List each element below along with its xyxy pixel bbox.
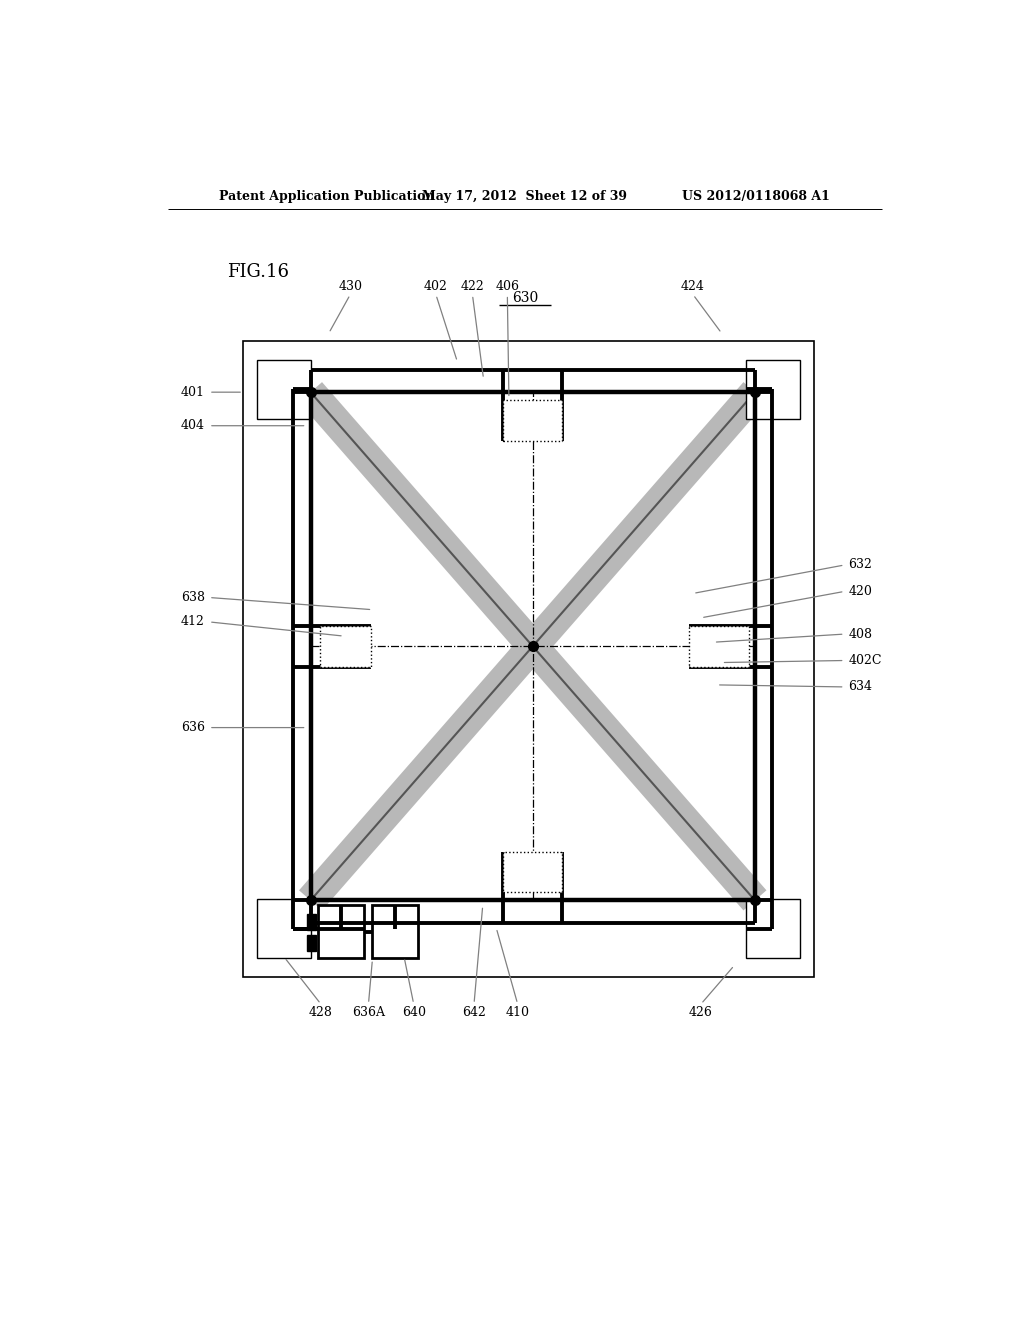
Text: 636: 636 [181,721,205,734]
Text: 424: 424 [681,280,705,293]
Bar [689,626,749,667]
Text: 638: 638 [181,591,205,605]
Text: 404: 404 [181,420,205,432]
Bar [307,913,316,929]
Text: 632: 632 [849,558,872,572]
Text: 401: 401 [181,385,205,399]
Text: 430: 430 [338,280,362,293]
Text: 642: 642 [462,1006,486,1019]
Text: FIG.16: FIG.16 [227,263,289,281]
Text: 412: 412 [181,615,205,628]
Bar [318,906,365,958]
Bar [746,359,800,418]
Text: 410: 410 [506,1006,529,1019]
Bar [373,906,419,958]
Text: 402C: 402C [849,653,882,667]
Bar [257,899,311,958]
Bar [243,342,814,977]
Text: 406: 406 [496,280,519,293]
Text: 636A: 636A [352,1006,385,1019]
Text: US 2012/0118068 A1: US 2012/0118068 A1 [682,190,830,202]
Bar [257,359,311,418]
Bar [503,851,562,892]
Text: 420: 420 [849,585,872,598]
Bar [321,626,371,667]
Text: 402: 402 [424,280,447,293]
Text: 408: 408 [849,627,872,640]
Bar [307,935,316,950]
Bar [746,899,800,958]
Bar [310,392,755,900]
Text: 426: 426 [689,1006,713,1019]
Text: Patent Application Publication: Patent Application Publication [219,190,435,202]
Text: 640: 640 [401,1006,426,1019]
Text: May 17, 2012  Sheet 12 of 39: May 17, 2012 Sheet 12 of 39 [422,190,628,202]
Text: 428: 428 [309,1006,333,1019]
Text: 634: 634 [849,680,872,693]
Bar [503,400,562,441]
Text: 422: 422 [461,280,484,293]
Text: 630: 630 [512,290,538,305]
